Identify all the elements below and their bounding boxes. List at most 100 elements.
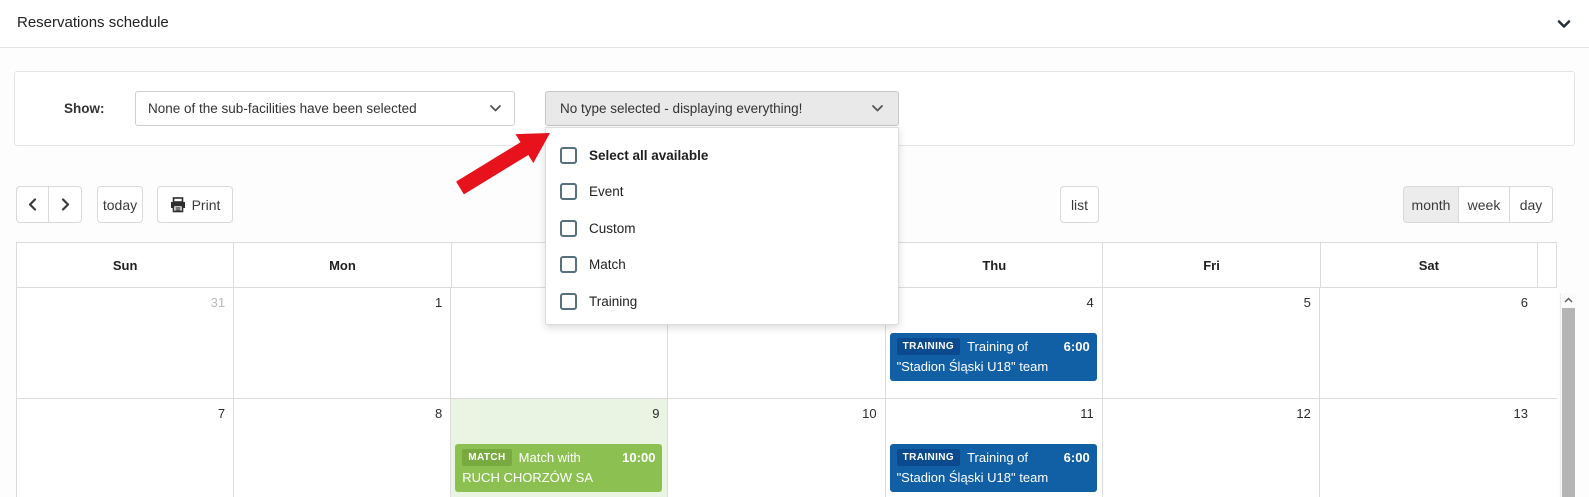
chevron-left-icon (28, 198, 37, 211)
checkbox-select-all[interactable] (560, 146, 577, 164)
chevron-up-icon (1564, 297, 1573, 303)
menu-item-custom[interactable]: Custom (546, 210, 898, 247)
type-dropdown[interactable]: No type selected - displaying everything… (545, 91, 899, 126)
page-header: Reservations schedule (0, 0, 1589, 48)
date-number: 11 (1080, 406, 1094, 421)
event-type-badge: TRAINING (896, 449, 961, 466)
day-cell-5[interactable]: 5 (1101, 288, 1319, 398)
day-cell-13[interactable]: 13 (1318, 399, 1536, 497)
day-cell-11[interactable]: 11 TRAINING Training of 6:00 "Stadion Śl… (884, 399, 1102, 497)
chevron-down-icon (490, 105, 501, 112)
day-header-mon: Mon (233, 243, 450, 287)
event-time: 6:00 (1063, 450, 1090, 465)
chevron-right-icon (61, 198, 69, 211)
event-title: Match with (518, 450, 581, 465)
day-header-sun: Sun (112, 257, 138, 273)
date-number: 8 (435, 406, 443, 421)
day-cell-4[interactable]: 4 TRAINING Training of 6:00 "Stadion Ślą… (884, 288, 1102, 398)
event-subtitle: "Stadion Śląski U18" team (896, 470, 1049, 485)
event-title: Training of (967, 339, 1029, 354)
day-cell-10[interactable]: 10 (667, 399, 884, 497)
type-dropdown-menu: Select all available Event Custom Match … (545, 127, 899, 325)
day-cell-31[interactable]: 31 (17, 288, 233, 398)
menu-item-label: Event (589, 184, 624, 200)
date-number: 6 (1520, 295, 1528, 310)
date-number: 10 (862, 406, 877, 421)
list-view-button[interactable]: list (1060, 186, 1099, 223)
event-title: Training of (967, 450, 1029, 465)
menu-item-label: Select all available (589, 147, 709, 163)
menu-item-training[interactable]: Training (546, 283, 898, 320)
menu-item-label: Custom (589, 220, 636, 236)
collapse-section-button[interactable] (1555, 15, 1575, 33)
event-time: 6:00 (1063, 339, 1090, 354)
menu-item-match[interactable]: Match (546, 247, 898, 284)
menu-item-select-all[interactable]: Select all available (546, 137, 898, 174)
print-button-label: Print (191, 196, 221, 213)
type-dropdown-value: No type selected - displaying everything… (560, 101, 803, 116)
month-view-button[interactable]: month (1403, 186, 1459, 223)
page-title: Reservations schedule (17, 14, 169, 31)
sub-facility-dropdown-value: None of the sub-facilities have been sel… (148, 101, 417, 116)
view-switcher: month week day (1403, 186, 1553, 223)
day-cell-9-today[interactable]: 9 MATCH Match with 10:00 RUCH CHORZÓW SA (450, 399, 668, 497)
event-type-badge: MATCH (462, 449, 512, 466)
day-cell-6[interactable]: 6 (1318, 288, 1536, 398)
event-match[interactable]: MATCH Match with 10:00 RUCH CHORZÓW SA (455, 444, 663, 492)
date-number: 12 (1296, 406, 1311, 421)
month-button-label: month (1411, 196, 1451, 213)
date-number: 13 (1513, 406, 1528, 421)
next-button[interactable] (49, 186, 82, 223)
list-button-label: list (1070, 196, 1089, 213)
sub-facility-dropdown[interactable]: None of the sub-facilities have been sel… (135, 91, 515, 126)
date-number: 5 (1303, 295, 1311, 310)
week-button-label: week (1467, 196, 1501, 213)
row-spacer (1535, 399, 1557, 497)
row-spacer (1535, 288, 1557, 398)
calendar-nav-group (16, 186, 82, 223)
day-cell-7[interactable]: 7 (17, 399, 233, 497)
today-button-label: today (102, 196, 138, 213)
prev-button[interactable] (16, 186, 49, 223)
header-spacer (1536, 243, 1557, 287)
day-view-button[interactable]: day (1510, 186, 1553, 223)
day-cell-8[interactable]: 8 (233, 399, 450, 497)
event-training[interactable]: TRAINING Training of 6:00 "Stadion Śląsk… (889, 333, 1097, 381)
menu-item-label: Training (589, 293, 638, 309)
menu-item-event[interactable]: Event (546, 174, 898, 211)
print-icon (170, 196, 185, 212)
day-header-sat: Sat (1319, 243, 1537, 287)
event-subtitle: RUCH CHORZÓW SA (462, 470, 593, 485)
checkbox-match[interactable] (560, 256, 577, 274)
event-training[interactable]: TRAINING Training of 6:00 "Stadion Śląsk… (889, 444, 1097, 492)
day-cell-12[interactable]: 12 (1101, 399, 1319, 497)
checkbox-custom[interactable] (560, 219, 577, 237)
menu-item-label: Match (589, 257, 626, 273)
calendar-week-row: 7 8 9 MATCH Match with 10:00 RUCH CHORZÓ… (17, 398, 1557, 497)
scrollbar-thumb[interactable] (1562, 308, 1575, 497)
week-view-button[interactable]: week (1459, 186, 1510, 223)
day-header-fri: Fri (1102, 243, 1319, 287)
date-number: 31 (210, 295, 226, 310)
today-button[interactable]: today (97, 186, 143, 223)
show-label: Show: (64, 101, 105, 116)
date-number: 1 (435, 295, 443, 310)
checkbox-event[interactable] (560, 183, 577, 201)
day-button-label: day (1519, 196, 1543, 213)
date-number: 4 (1086, 295, 1094, 310)
chevron-down-icon (1557, 20, 1571, 28)
print-button[interactable]: Print (157, 186, 233, 223)
event-time: 10:00 (622, 450, 656, 465)
calendar-scrollbar[interactable] (1560, 293, 1575, 497)
event-subtitle: "Stadion Śląski U18" team (896, 359, 1049, 374)
calendar-week-row: 31 1 2 3 4 TRAINING Training of 6:00 "St… (17, 288, 1557, 398)
day-header-thu: Thu (885, 243, 1102, 287)
date-number: 7 (217, 406, 226, 421)
chevron-down-icon (872, 105, 883, 112)
checkbox-training[interactable] (560, 292, 577, 310)
scrollbar-up-button[interactable] (1561, 293, 1576, 307)
date-number: 9 (652, 406, 660, 421)
day-cell-1[interactable]: 1 (233, 288, 450, 398)
event-type-badge: TRAINING (896, 338, 961, 355)
